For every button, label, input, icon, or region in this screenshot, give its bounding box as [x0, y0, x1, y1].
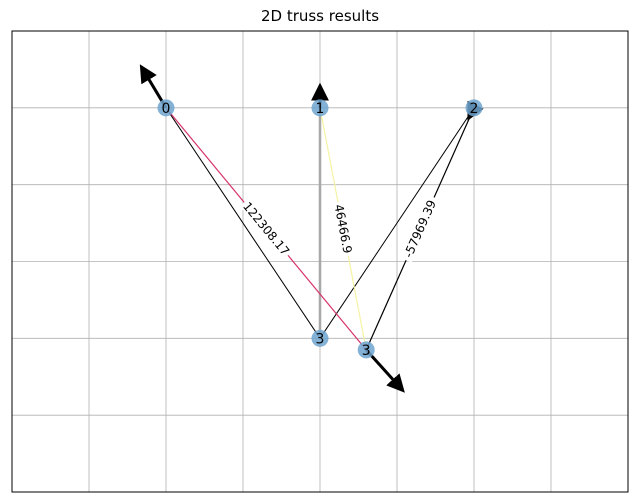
node-marker: [311, 99, 329, 117]
load-arrow: [365, 348, 405, 393]
node-label: 3: [362, 343, 371, 359]
member-label-background: [397, 193, 440, 263]
member-label-background: [239, 196, 295, 260]
member-undeformed: [319, 107, 475, 339]
member-force-label: 46466.9: [332, 203, 355, 254]
node-marker: [465, 99, 483, 117]
member-force-label: 122308.17: [240, 199, 292, 258]
node-marker: [311, 329, 329, 347]
plot-frame: [11, 30, 629, 493]
node-marker: [157, 99, 175, 117]
node-label: 1: [316, 101, 325, 117]
node-label: 3: [316, 331, 325, 347]
member-label-background: [332, 200, 358, 257]
node-label: 0: [162, 101, 171, 117]
nodes: 0 1 2 3 3: [157, 99, 483, 359]
member-undeformed: [165, 107, 321, 339]
node-label: 2: [470, 101, 479, 117]
member-label-group: 122308.17: [239, 196, 295, 260]
node-marker: [357, 341, 375, 359]
chart-title: 2D truss results: [260, 7, 380, 25]
undeformed-members: [165, 107, 475, 339]
member-label-group: -57969.39: [397, 193, 440, 263]
member-label-group: 46466.9: [332, 200, 358, 257]
